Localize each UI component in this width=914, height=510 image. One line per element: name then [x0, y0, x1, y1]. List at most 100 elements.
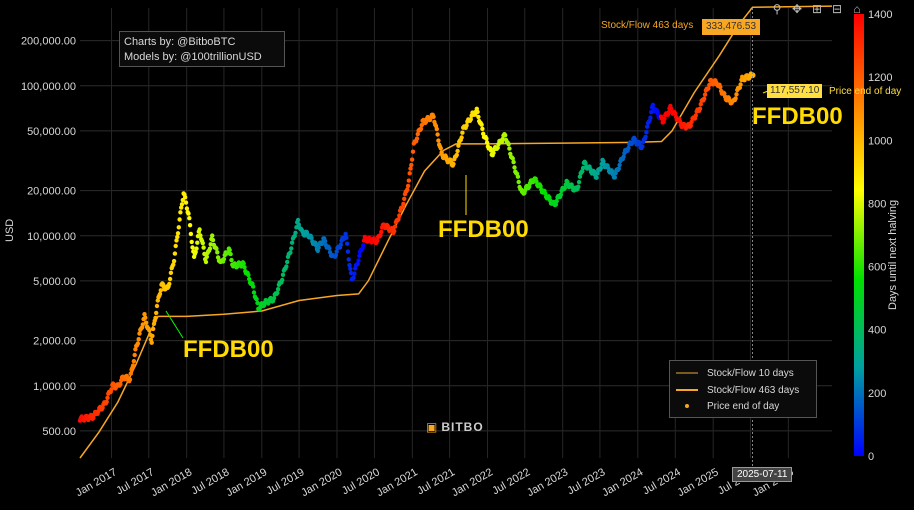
y-tick-label: 20,000.00: [27, 186, 76, 198]
price-point: [176, 225, 181, 230]
price-point: [188, 231, 194, 237]
colorbar-tick-label: 1400: [868, 9, 892, 21]
price-point: [621, 154, 626, 159]
price-point: [698, 102, 703, 107]
price-point: [481, 131, 486, 136]
x-tick-label: Jan 2024: [600, 466, 645, 499]
price-point: [289, 246, 294, 251]
price-point: [143, 320, 149, 325]
price-point: [595, 171, 600, 176]
price-point: [733, 96, 738, 101]
price-point: [210, 233, 215, 238]
price-point: [360, 246, 365, 251]
price-point: [655, 111, 660, 116]
colorbar-tick-label: 1200: [868, 72, 892, 84]
price-point: [378, 233, 383, 238]
price-point: [405, 187, 410, 192]
x-tick-label: Jul 2022: [490, 466, 532, 497]
price-point: [562, 185, 568, 191]
price-point: [333, 253, 339, 258]
price-point: [343, 231, 348, 237]
price-point: [348, 266, 353, 271]
legend-label: Price end of day: [707, 400, 780, 412]
hover-sf-label: Stock/Flow 463 days: [601, 20, 694, 31]
hover-price-value: 117,557.10: [767, 84, 823, 98]
y-tick-label: 200,000.00: [21, 36, 76, 48]
price-point: [464, 123, 469, 128]
price-point: [275, 290, 280, 296]
zoom-out-icon[interactable]: ⊟: [831, 2, 843, 16]
price-point: [601, 159, 606, 164]
price-point: [645, 124, 650, 129]
legend-item-price[interactable]: Price end of day: [676, 399, 779, 413]
price-point: [738, 82, 743, 87]
price-point: [500, 136, 505, 142]
price-point: [200, 240, 205, 246]
price-point: [479, 122, 484, 127]
zoom-icon[interactable]: ⚲: [772, 2, 782, 16]
price-point: [285, 259, 290, 265]
price-point: [484, 136, 489, 141]
price-point: [406, 178, 411, 183]
colorbar-tick-label: 800: [868, 198, 886, 210]
legend-item-sf10[interactable]: Stock/Flow 10 days: [676, 366, 794, 380]
price-point: [688, 123, 693, 128]
price-point: [543, 191, 548, 196]
price-point: [407, 171, 412, 176]
price-point: [187, 216, 192, 221]
price-point: [405, 183, 411, 189]
price-point: [431, 114, 436, 120]
price-point: [454, 152, 459, 158]
price-point: [195, 240, 200, 245]
price-point: [554, 198, 559, 204]
price-point: [352, 271, 357, 276]
hover-price-label: Price end of day: [829, 86, 902, 97]
legend-item-sf463[interactable]: Stock/Flow 463 days: [676, 383, 799, 397]
x-tick-label: Jul 2020: [340, 466, 382, 497]
price-point: [197, 227, 202, 232]
legend-swatch: [676, 372, 698, 374]
price-point: [316, 245, 321, 250]
price-point: [534, 179, 539, 184]
price-point: [210, 237, 216, 243]
price-point: [476, 114, 481, 120]
price-point: [167, 281, 172, 287]
zoom-in-icon[interactable]: ⊞: [811, 2, 823, 16]
price-point: [229, 257, 234, 263]
y-tick-label: 5,000.00: [33, 276, 76, 288]
price-point: [127, 377, 133, 382]
price-point: [132, 352, 137, 358]
price-point: [397, 213, 402, 218]
colorbar-title: Days until next halving: [887, 199, 899, 310]
reset-axes-icon[interactable]: ⌂: [853, 2, 861, 16]
price-point: [246, 272, 251, 278]
price-point: [491, 150, 496, 156]
annotation-3: FFDB00: [752, 103, 843, 130]
price-point: [190, 245, 195, 250]
price-point: [184, 206, 190, 211]
legend-label: Stock/Flow 463 days: [707, 384, 800, 396]
price-point: [288, 250, 293, 255]
price-point: [327, 250, 333, 255]
price-point: [669, 106, 674, 111]
y-tick-label: 10,000.00: [27, 231, 76, 243]
pan-icon[interactable]: ✥: [791, 2, 803, 16]
price-point: [157, 291, 163, 297]
price-point: [576, 179, 582, 185]
hover-sf-value: 333,476.53: [702, 19, 761, 35]
price-point: [179, 205, 184, 210]
x-tick-label: Jan 2017: [74, 466, 119, 499]
price-point: [648, 115, 653, 120]
price-point: [338, 242, 343, 247]
price-point: [295, 217, 301, 223]
price-point: [379, 229, 384, 235]
price-point: [175, 234, 180, 240]
price-point: [357, 253, 362, 258]
bitbo-logo: ▣ BITBO: [426, 420, 484, 434]
price-point: [512, 165, 517, 170]
price-point: [408, 166, 413, 171]
annotation-2: FFDB00: [438, 216, 529, 243]
price-point: [130, 363, 136, 368]
price-point: [643, 134, 648, 139]
